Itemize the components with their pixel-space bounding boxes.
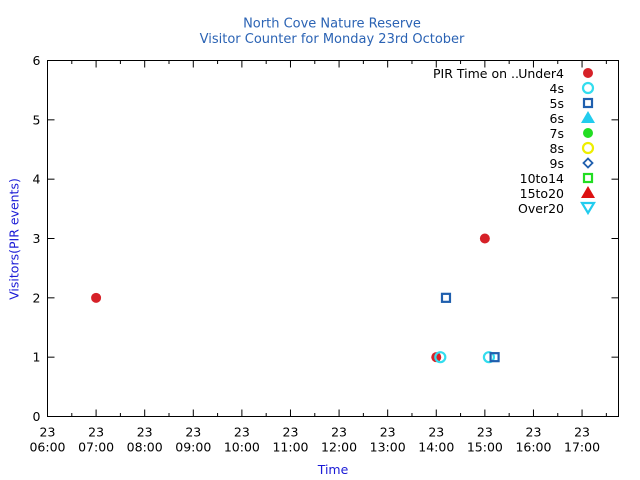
x-tick-label-day: 23 bbox=[283, 425, 299, 440]
legend-label: 5s bbox=[550, 96, 564, 111]
legend-swatch bbox=[580, 201, 596, 216]
legend-label: 8s bbox=[550, 141, 564, 156]
x-tick-label-time: 10:00 bbox=[224, 440, 260, 455]
x-tick-label-time: 14:00 bbox=[418, 440, 454, 455]
legend-label: 7s bbox=[550, 126, 564, 141]
x-axis: 2306:002307:002308:002309:002310:002311:… bbox=[29, 60, 607, 455]
plot-frame bbox=[47, 60, 619, 417]
legend-swatch bbox=[581, 141, 595, 155]
x-tick-label-day: 23 bbox=[428, 425, 444, 440]
legend-label: Over20 bbox=[518, 201, 564, 216]
x-tick-label-day: 23 bbox=[185, 425, 201, 440]
y-tick-label: 1 bbox=[33, 350, 41, 365]
legend-swatch bbox=[581, 111, 595, 123]
legend-label: 4s bbox=[550, 81, 564, 96]
legend-title: PIR Time on .. bbox=[433, 66, 519, 81]
x-tick-label-day: 23 bbox=[380, 425, 396, 440]
x-tick-label-time: 13:00 bbox=[370, 440, 406, 455]
x-tick-label-day: 23 bbox=[526, 425, 542, 440]
x-tick-label-day: 23 bbox=[574, 425, 590, 440]
legend-swatch bbox=[583, 128, 593, 138]
y-tick-label: 0 bbox=[33, 409, 41, 424]
legend-label: 10to14 bbox=[520, 171, 564, 186]
x-tick-label-day: 23 bbox=[234, 425, 250, 440]
x-tick-label-time: 12:00 bbox=[321, 440, 357, 455]
x-tick-label-day: 23 bbox=[88, 425, 104, 440]
legend-label: Under4 bbox=[518, 66, 564, 81]
x-tick-label-day: 23 bbox=[331, 425, 347, 440]
x-axis-label: Time bbox=[317, 462, 349, 477]
data-point-5s bbox=[440, 292, 452, 303]
x-tick-label-day: 23 bbox=[137, 425, 153, 440]
x-tick-label-time: 09:00 bbox=[175, 440, 211, 455]
legend-swatch bbox=[581, 186, 595, 198]
y-tick-label: 4 bbox=[33, 172, 41, 187]
chart-title: North Cove Nature Reserve bbox=[243, 17, 421, 32]
x-tick-label-time: 15:00 bbox=[467, 440, 503, 455]
x-tick-label-time: 17:00 bbox=[564, 440, 600, 455]
x-tick-label-day: 23 bbox=[477, 425, 493, 440]
y-tick-label: 5 bbox=[33, 112, 41, 127]
data-point-4s bbox=[482, 351, 496, 364]
legend: PIR Time on .. Under44s5s6s7s8s9s10to1415… bbox=[433, 66, 596, 216]
y-tick-label: 6 bbox=[33, 53, 41, 68]
x-tick-label-time: 08:00 bbox=[127, 440, 163, 455]
data-points bbox=[91, 233, 500, 364]
chart-subtitle: Visitor Counter for Monday 23rd October bbox=[200, 32, 465, 47]
legend-swatch bbox=[582, 172, 594, 184]
legend-label: 9s bbox=[550, 156, 564, 171]
x-tick-label-time: 07:00 bbox=[78, 440, 114, 455]
data-point-4s bbox=[434, 351, 447, 364]
x-tick-label-time: 11:00 bbox=[272, 440, 308, 455]
legend-swatch bbox=[582, 97, 594, 109]
y-tick-label: 2 bbox=[33, 290, 41, 305]
legend-swatch bbox=[582, 157, 594, 169]
legend-label: 6s bbox=[550, 111, 564, 126]
x-tick-label-time: 16:00 bbox=[515, 440, 551, 455]
data-point-5s bbox=[489, 352, 500, 363]
x-tick-label-day: 23 bbox=[40, 425, 56, 440]
y-axis: 0 1 2 3 4 5 6 bbox=[33, 53, 619, 424]
data-point-under4 bbox=[91, 292, 102, 303]
legend-swatch bbox=[583, 68, 593, 78]
x-tick-label-time: 06:00 bbox=[29, 440, 65, 455]
legend-label: 15to20 bbox=[520, 186, 564, 201]
legend-swatch bbox=[581, 81, 595, 95]
y-axis-label: Visitors(PIR events) bbox=[7, 178, 22, 300]
data-point-under4 bbox=[479, 233, 490, 244]
y-tick-label: 3 bbox=[33, 231, 41, 246]
